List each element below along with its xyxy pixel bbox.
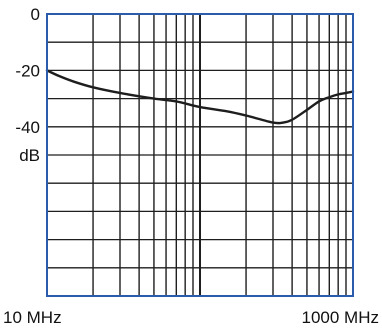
x-tick-label: 10 MHz <box>3 308 62 327</box>
y-tick-label: -20 <box>15 61 40 80</box>
x-tick-labels: 10 MHz 1000 MHz <box>3 308 379 327</box>
series-line <box>45 69 355 125</box>
y-tick-label: 0 <box>31 5 40 24</box>
plot-frame <box>46 13 354 297</box>
y-axis-label: dB <box>19 146 40 165</box>
y-tick-labels: 0 -20 -40 <box>15 5 40 137</box>
x-tick-label: 1000 MHz <box>302 308 379 327</box>
y-tick-label: -40 <box>15 118 40 137</box>
